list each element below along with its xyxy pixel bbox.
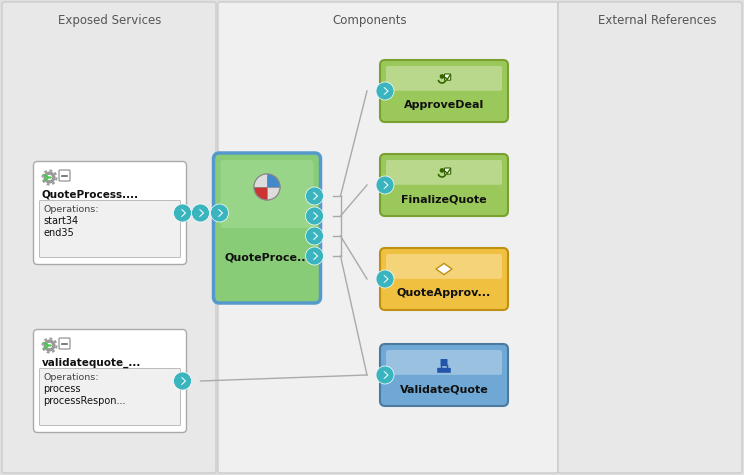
Wedge shape [254, 174, 267, 187]
FancyBboxPatch shape [386, 66, 502, 91]
Polygon shape [312, 232, 318, 240]
Polygon shape [312, 192, 318, 199]
Text: validatequote_...: validatequote_... [42, 358, 141, 368]
Circle shape [306, 207, 324, 225]
Polygon shape [54, 172, 57, 175]
FancyBboxPatch shape [33, 330, 187, 433]
Text: start34: start34 [43, 216, 79, 226]
Wedge shape [267, 187, 280, 200]
Polygon shape [52, 182, 55, 185]
FancyBboxPatch shape [214, 153, 321, 303]
Circle shape [306, 187, 324, 205]
FancyBboxPatch shape [380, 344, 508, 406]
Text: QuoteApprov...: QuoteApprov... [397, 288, 491, 298]
Polygon shape [42, 348, 45, 351]
FancyBboxPatch shape [59, 170, 70, 181]
Circle shape [376, 366, 394, 384]
Text: Operations:: Operations: [43, 372, 99, 381]
FancyBboxPatch shape [444, 74, 451, 80]
FancyBboxPatch shape [558, 2, 742, 473]
Polygon shape [42, 342, 44, 345]
Polygon shape [55, 345, 57, 349]
Circle shape [43, 171, 56, 183]
FancyBboxPatch shape [380, 248, 508, 310]
Circle shape [47, 343, 52, 348]
FancyBboxPatch shape [444, 368, 451, 373]
Polygon shape [383, 371, 388, 379]
FancyBboxPatch shape [33, 162, 187, 265]
Polygon shape [42, 180, 45, 183]
Circle shape [376, 82, 394, 100]
Polygon shape [50, 170, 53, 172]
FancyBboxPatch shape [386, 350, 502, 375]
FancyBboxPatch shape [437, 368, 444, 373]
Polygon shape [44, 338, 47, 341]
Text: ValidateQuote: ValidateQuote [400, 384, 488, 394]
Wedge shape [254, 187, 267, 200]
Polygon shape [218, 209, 223, 217]
Text: FinalizeQuote: FinalizeQuote [401, 194, 487, 204]
Polygon shape [44, 170, 47, 173]
Circle shape [173, 204, 191, 222]
Text: process: process [43, 383, 81, 393]
FancyBboxPatch shape [59, 338, 70, 349]
Polygon shape [46, 183, 50, 186]
FancyBboxPatch shape [380, 154, 508, 216]
Circle shape [191, 204, 210, 222]
Polygon shape [52, 350, 55, 353]
Circle shape [254, 174, 280, 200]
Polygon shape [312, 252, 318, 260]
Polygon shape [181, 377, 186, 385]
Circle shape [43, 340, 56, 352]
Text: External References: External References [597, 14, 716, 27]
FancyBboxPatch shape [386, 160, 502, 185]
Circle shape [440, 168, 444, 173]
Circle shape [440, 74, 444, 79]
Wedge shape [267, 174, 280, 187]
FancyBboxPatch shape [380, 60, 508, 122]
Circle shape [306, 247, 324, 265]
Polygon shape [181, 209, 186, 217]
Text: end35: end35 [43, 228, 74, 238]
Polygon shape [55, 178, 57, 180]
Circle shape [376, 176, 394, 194]
Polygon shape [436, 264, 452, 275]
Polygon shape [42, 174, 44, 178]
Polygon shape [54, 340, 57, 343]
Polygon shape [383, 181, 388, 189]
Polygon shape [50, 337, 53, 340]
Polygon shape [383, 87, 388, 95]
FancyBboxPatch shape [39, 369, 181, 426]
Text: QuoteProcess....: QuoteProcess.... [42, 190, 138, 200]
Circle shape [306, 227, 324, 245]
FancyBboxPatch shape [39, 200, 181, 257]
Polygon shape [46, 351, 50, 353]
Text: Operations:: Operations: [43, 205, 99, 213]
FancyBboxPatch shape [2, 2, 216, 473]
Text: ApproveDeal: ApproveDeal [404, 100, 484, 110]
Text: Components: Components [333, 14, 407, 27]
Circle shape [173, 372, 191, 390]
Polygon shape [383, 276, 388, 283]
Polygon shape [199, 209, 204, 217]
FancyBboxPatch shape [218, 2, 558, 473]
FancyBboxPatch shape [386, 254, 502, 279]
Circle shape [47, 175, 52, 180]
Circle shape [211, 204, 228, 222]
Polygon shape [312, 212, 318, 220]
FancyBboxPatch shape [220, 160, 313, 228]
Text: Exposed Services: Exposed Services [58, 14, 161, 27]
Text: processRespon...: processRespon... [43, 396, 126, 406]
FancyBboxPatch shape [444, 168, 451, 174]
Circle shape [376, 270, 394, 288]
FancyBboxPatch shape [440, 359, 447, 365]
Text: QuoteProce...: QuoteProce... [224, 253, 310, 263]
